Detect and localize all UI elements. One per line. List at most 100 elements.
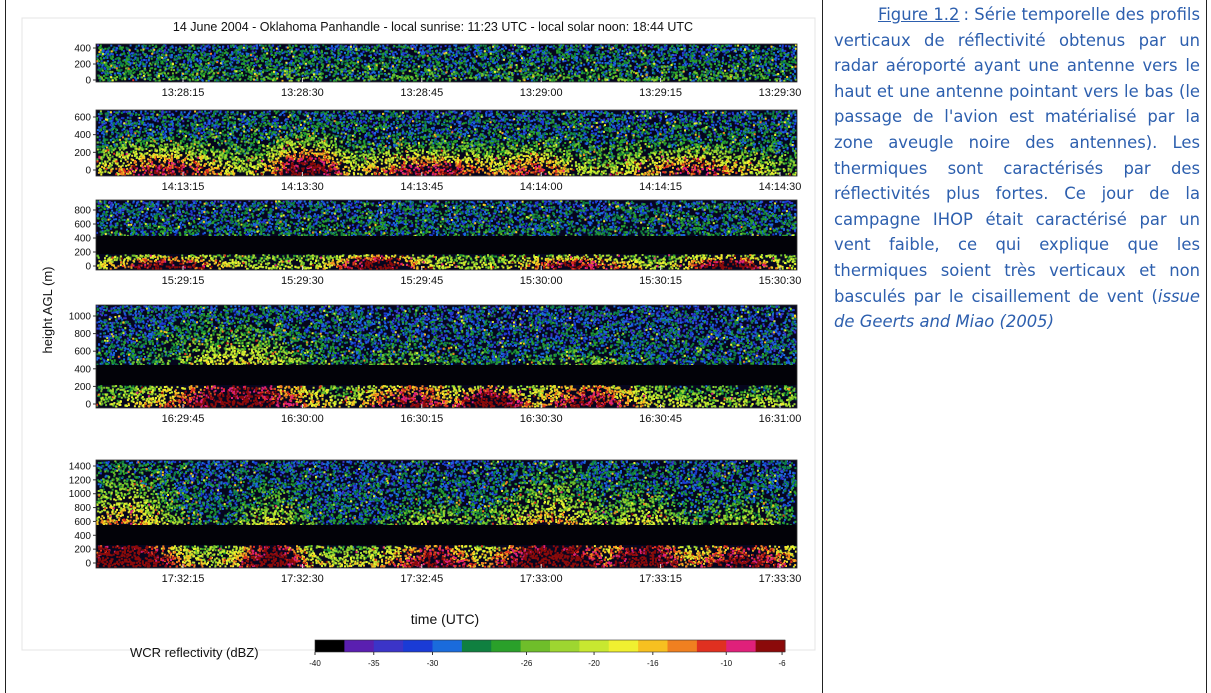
x-tick-label: 15:30:15 [639,275,682,287]
x-tick-label: 17:33:15 [639,573,682,585]
radar-speckle [131,145,791,176]
colorbar-swatch [491,640,522,652]
radar-speckle [141,362,617,408]
x-axis-label: time (UTC) [411,611,479,627]
y-tick-label: 200 [74,248,91,259]
x-tick-label: 13:29:00 [520,87,563,99]
y-tick-label: 1000 [69,312,92,323]
radar-speckle [96,110,797,163]
x-tick-label: 15:29:30 [281,275,324,287]
colorbar-tick-label: -20 [588,659,600,668]
colorbar-swatch [696,640,727,652]
y-tick-label: 800 [74,329,91,340]
colorbar-label: WCR reflectivity (dBZ) [130,645,259,660]
radar-speckle [96,502,793,568]
panel-frame [95,199,798,271]
colorbar-tick-label: -16 [647,659,659,668]
panels: 400 200 0 13:28:15 13:28:30 13:28:45 13:29:00 1… [69,44,802,586]
x-tick-label: 16:30:00 [281,413,324,425]
x-tick-label: 16:30:30 [520,413,563,425]
blind-zone [96,365,797,385]
blind-zone [96,236,797,254]
caption-body: : Série temporelle des profils verticaux… [834,5,1200,306]
x-tick-label: 14:13:15 [162,181,205,193]
y-tick-label: 600 [74,517,91,528]
colorbar: -40 -35 -30 -26 -20 -16 -10 -6 [309,639,787,668]
colorbar-tick-label: -6 [779,659,787,668]
colorbar-swatch [432,640,463,652]
colorbar-swatch [461,640,492,652]
x-tick-label: 13:28:15 [162,87,205,99]
radar-speckle [96,306,796,408]
colorbar-swatch [726,640,757,652]
radar-speckle [97,305,797,408]
x-tick-label: 14:13:45 [400,181,443,193]
colorbar-swatch [638,640,668,652]
y-tick-label: 800 [74,206,91,217]
panel-frame [95,304,798,409]
y-tick-label: 600 [74,220,91,231]
x-tick-label: 14:14:00 [520,181,563,193]
colorbar-tick-label: -40 [309,659,321,668]
y-tick-label: 400 [74,531,91,542]
colorbar-tick-label: -35 [368,659,380,668]
radar-speckle [98,480,793,568]
radar-speckle [96,110,798,176]
x-tick-label: 14:13:30 [281,181,324,193]
y-tick-label: 0 [85,400,91,411]
x-tick-label: 13:28:45 [400,87,443,99]
panel-frame [95,43,798,83]
y-tick-label: 0 [85,262,91,273]
x-tick-label: 15:29:15 [162,275,205,287]
x-tick-label: 16:31:00 [759,413,802,425]
radar-speckle [97,44,797,82]
radar-speckle [96,462,797,568]
radar-speckle [96,305,797,366]
y-tick-label: 1400 [69,462,92,473]
x-tick-label: 17:32:15 [162,573,205,585]
colorbar-swatch [667,640,698,652]
radar-speckle [132,79,135,82]
caption-source: issue de Geerts and Miao (2005) [834,286,1200,332]
cell-divider [822,0,823,693]
colorbar-swatch [315,640,345,652]
x-tick-label: 14:14:15 [639,181,682,193]
radar-speckle [96,127,797,176]
blind-zone [96,525,797,545]
radar-speckle [96,305,798,401]
caption: Figure 1.2: Série temporelle des profils… [834,2,1200,335]
y-tick-label: 600 [74,113,91,124]
x-tick-label: 17:33:00 [520,573,563,585]
x-tick-label: 16:29:45 [162,413,205,425]
colorbar-frame [314,639,786,653]
table-frame [5,0,1207,693]
y-tick-label: 600 [74,347,91,358]
radar-speckle [96,200,795,261]
colorbar-swatch [344,640,375,652]
y-tick-label: 0 [85,76,91,87]
colorbar-swatch [520,640,551,652]
colorbar-swatch [579,640,610,652]
x-tick-label: 13:28:30 [281,87,324,99]
y-tick-label: 200 [74,60,91,71]
radar-speckle [110,120,762,176]
y-tick-label: 400 [74,44,91,55]
panel-frame [95,109,798,177]
panel-frame [95,459,798,569]
y-tick-label: 200 [74,148,91,159]
colorbar-swatch [403,640,433,652]
y-tick-label: 1200 [69,475,92,486]
x-tick-label: 15:30:00 [520,275,563,287]
y-tick-label: 400 [74,364,91,375]
radar-speckle [96,460,797,561]
colorbar-tick-label: -26 [521,659,533,668]
radar-speckle [96,200,797,237]
colorbar-swatch [608,640,639,652]
y-tick-label: 200 [74,382,91,393]
radar-speckle [96,44,797,82]
radar-speckle [120,255,758,270]
radar-figure: 14 June 2004 - Oklahoma Panhandle - loca… [21,17,816,668]
y-tick-label: 400 [74,234,91,245]
